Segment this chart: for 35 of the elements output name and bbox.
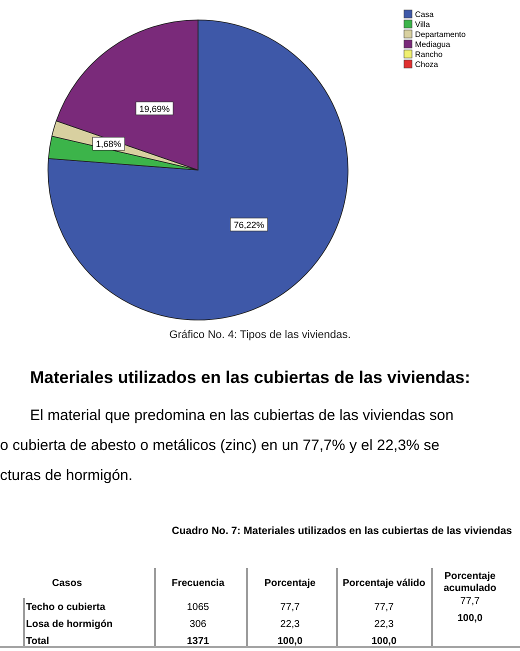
text: 77,7 [374,602,394,613]
text: 100,0 [371,636,397,647]
legend-label: Villa [415,20,431,29]
category-label: Total [26,636,50,647]
data-label: 1,68% [96,139,122,150]
text: Materiales utilizados en las cubiertas de las viviendas: [30,368,470,387]
text: 100,0 [277,636,303,647]
pie-slice [48,20,348,320]
legend-label: Rancho [415,50,444,59]
category-label: Losa de hormigón [26,619,113,630]
legend-label: Departamento [415,30,466,39]
legend-label: Casa [415,10,434,19]
category-label: Frecuencia [172,578,225,589]
text: 1065 [186,602,210,613]
text: 100,0 [457,613,483,624]
category-label: Techo o cubierta [26,602,106,613]
text: Cuadro No. 7: Materiales utilizados en las cubiertas de las viviendas [172,525,512,537]
text: o cubierta de abesto o metálicos (zinc) en un 77,7% y el 22,3% se [0,437,440,454]
category-label: Porcentaje [264,578,316,589]
category-label: Porcentaje acumulado [444,571,496,594]
text: 77,7 [460,596,480,607]
text: 22,3 [374,619,394,630]
text: 306 [190,619,206,630]
data-label: 76,22% [234,220,264,230]
legend-label: Mediagua [415,40,451,49]
text: El material que predomina en las cubiertas de las viviendas son [30,407,454,424]
text: cturas de hormigón. [0,467,133,484]
text: Casos [52,578,82,589]
text: 1371 [186,636,210,647]
legend-label: Choza [415,60,439,69]
text: 77,7 [280,602,300,613]
text: 22,3 [280,619,300,630]
data-label: 19,69% [139,104,170,114]
text: Gráfico No. 4: Tipos de las viviendas. [169,329,351,341]
category-label: Porcentaje válido [342,578,426,589]
